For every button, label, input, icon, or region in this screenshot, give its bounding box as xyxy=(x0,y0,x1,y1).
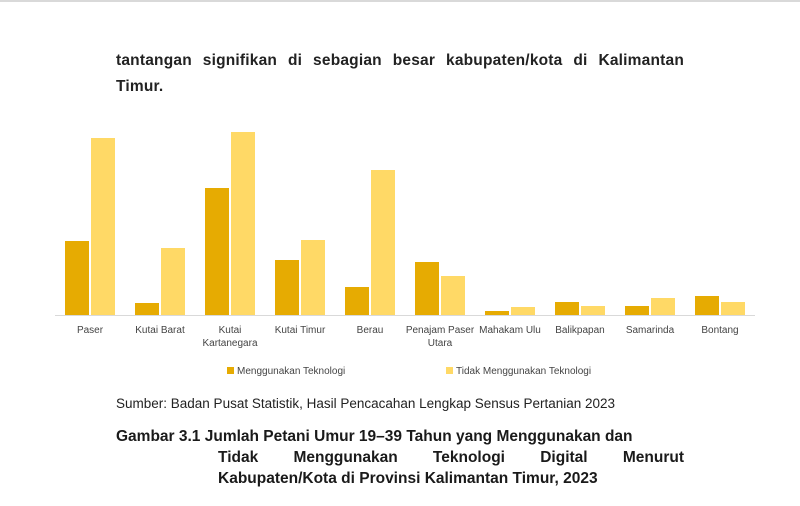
x-tick-label: Samarinda xyxy=(626,325,675,336)
bar-tidak-menggunakan xyxy=(371,170,395,315)
x-tick-label: Penajam Paser xyxy=(406,325,475,336)
caption-line-2: Tidak Menggunakan Teknologi Digital Menu… xyxy=(218,449,684,466)
bar-chart: Paser Kutai Barat Kutai Kartanegara Kutai Ti… xyxy=(55,132,755,377)
bar-menggunakan xyxy=(205,188,229,315)
caption-line-1: Gambar 3.1 Jumlah Petani Umur 19–39 Tahu… xyxy=(116,428,633,445)
x-tick-label: Kutai xyxy=(219,325,242,336)
x-tick-label: Balikpapan xyxy=(555,325,604,336)
bar-tidak-menggunakan xyxy=(581,306,605,315)
bar-menggunakan xyxy=(485,311,509,315)
bar-menggunakan xyxy=(625,306,649,315)
x-tick-label: Berau xyxy=(357,325,384,336)
bar-tidak-menggunakan xyxy=(441,276,465,315)
x-tick-label: Utara xyxy=(428,338,453,349)
source-note: Sumber: Badan Pusat Statistik, Hasil Pen… xyxy=(116,396,616,411)
bar-menggunakan xyxy=(415,262,439,315)
x-tick-label: Kutai Barat xyxy=(135,325,185,336)
legend-swatch xyxy=(446,367,453,374)
bar-menggunakan xyxy=(555,302,579,315)
bar-tidak-menggunakan xyxy=(651,298,675,315)
x-tick-label: Paser xyxy=(77,325,104,336)
x-tick-label: Mahakam Ulu xyxy=(479,325,541,336)
paragraph-line-2: Timur. xyxy=(116,78,164,95)
caption-line-3: Kabupaten/Kota di Provinsi Kalimantan Ti… xyxy=(218,470,598,487)
legend-swatch xyxy=(227,367,234,374)
bar-menggunakan xyxy=(695,296,719,315)
bar-tidak-menggunakan xyxy=(91,138,115,315)
legend-label: Menggunakan Teknologi xyxy=(237,366,345,377)
bar-tidak-menggunakan xyxy=(511,307,535,315)
bar-menggunakan xyxy=(275,260,299,315)
paragraph-line-1: tantangan signifikan di sebagian besar k… xyxy=(116,52,684,69)
body-paragraph: tantangan signifikan di sebagian besar k… xyxy=(116,48,684,100)
bar-tidak-menggunakan xyxy=(721,302,745,315)
bar-menggunakan xyxy=(135,303,159,315)
bar-tidak-menggunakan xyxy=(161,248,185,315)
bar-tidak-menggunakan xyxy=(301,240,325,315)
page-top-border xyxy=(0,0,800,2)
bar-menggunakan xyxy=(65,241,89,315)
bar-tidak-menggunakan xyxy=(231,132,255,315)
x-tick-label: Kartanegara xyxy=(202,338,257,349)
legend-label: Tidak Menggunakan Teknologi xyxy=(456,366,591,377)
bar-menggunakan xyxy=(345,287,369,315)
figure-caption: Gambar 3.1 Jumlah Petani Umur 19–39 Tahu… xyxy=(116,426,684,489)
x-tick-label: Bontang xyxy=(701,325,738,336)
x-tick-label: Kutai Timur xyxy=(275,325,326,336)
